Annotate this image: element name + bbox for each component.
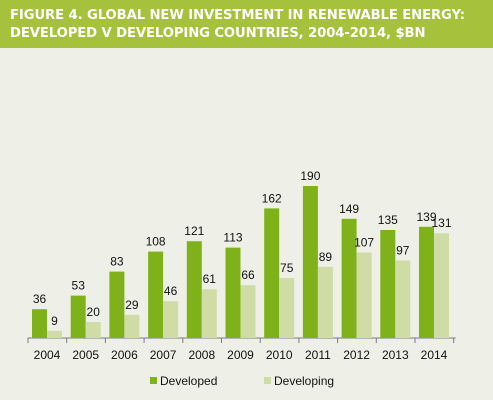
developing-value-label-2010: 75 — [280, 261, 294, 275]
developing-value-label-2004: 9 — [51, 314, 58, 328]
developed-value-label-2009: 113 — [223, 231, 242, 245]
x-tick-label-2005: 2005 — [72, 348, 99, 362]
developed-bar-2008 — [186, 241, 202, 338]
developed-value-label-2006: 83 — [110, 255, 124, 269]
x-tick-label-2004: 2004 — [34, 348, 61, 362]
x-tick-label-2007: 2007 — [150, 348, 177, 362]
developing-value-label-2013: 97 — [396, 243, 410, 257]
developing-bar-2008 — [201, 289, 217, 338]
x-tick-label-2013: 2013 — [382, 348, 409, 362]
developing-value-label-2009: 66 — [241, 268, 255, 282]
developed-value-label-2014: 139 — [416, 210, 436, 224]
developed-bar-2006 — [109, 271, 125, 338]
developed-bar-2013 — [380, 230, 396, 338]
developed-bar-2014 — [419, 226, 434, 338]
developing-value-label-2005: 20 — [87, 305, 101, 319]
developing-bar-2014 — [434, 233, 449, 338]
x-tick-label-2006: 2006 — [111, 348, 138, 362]
developed-value-label-2005: 53 — [72, 279, 86, 293]
x-tick-label-2014: 2014 — [421, 348, 448, 362]
developed-legend-swatch — [150, 377, 157, 384]
developing-value-label-2012: 107 — [354, 235, 374, 249]
chart-title-bar: FIGURE 4. GLOBAL NEW INVESTMENT IN RENEW… — [0, 0, 493, 48]
chart-title-line-1: FIGURE 4. GLOBAL NEW INVESTMENT IN RENEW… — [10, 8, 465, 23]
developed-bar-2007 — [148, 251, 164, 338]
developing-legend-swatch — [264, 377, 271, 384]
developed-bar-2011 — [302, 186, 318, 338]
developing-value-label-2008: 61 — [203, 272, 217, 286]
developing-bar-2005 — [85, 322, 101, 338]
developing-legend-label: Developing — [274, 374, 334, 388]
developed-value-label-2012: 149 — [339, 202, 359, 216]
developing-value-label-2007: 46 — [164, 284, 178, 298]
developed-bar-2009 — [225, 247, 241, 338]
x-tick-label-2011: 2011 — [305, 348, 331, 362]
developing-bar-2010 — [279, 278, 295, 338]
developing-value-label-2006: 29 — [125, 298, 139, 312]
developed-value-label-2004: 36 — [33, 292, 47, 306]
developed-bar-2004 — [32, 309, 47, 338]
developing-value-label-2011: 89 — [319, 250, 333, 264]
developing-value-label-2014: 131 — [431, 216, 451, 230]
developed-legend-label: Developed — [160, 374, 217, 388]
developed-value-label-2010: 162 — [262, 191, 282, 205]
developed-value-label-2008: 121 — [184, 224, 204, 238]
chart-title-line-2: DEVELOPED V DEVELOPING COUNTRIES, 2004-2… — [10, 26, 426, 41]
x-tick-label-2008: 2008 — [188, 348, 215, 362]
x-tick-label-2012: 2012 — [343, 348, 370, 362]
x-tick-label-2009: 2009 — [227, 348, 254, 362]
developing-bar-2006 — [124, 314, 140, 338]
developing-bar-2011 — [317, 266, 333, 338]
developing-bar-2013 — [395, 260, 411, 338]
developed-value-label-2011: 190 — [300, 169, 320, 183]
developed-bar-2010 — [264, 208, 280, 338]
developed-value-label-2007: 108 — [146, 235, 166, 249]
x-tick-label-2010: 2010 — [266, 348, 293, 362]
developing-bar-2004 — [47, 330, 62, 338]
developing-bar-2007 — [163, 301, 179, 338]
legend: Developed Developing — [150, 374, 334, 388]
developed-bar-2005 — [70, 295, 86, 338]
developing-bar-2012 — [356, 252, 372, 338]
developing-bar-2009 — [240, 285, 256, 338]
developed-bar-2012 — [341, 218, 357, 338]
developed-value-label-2013: 135 — [378, 213, 398, 227]
